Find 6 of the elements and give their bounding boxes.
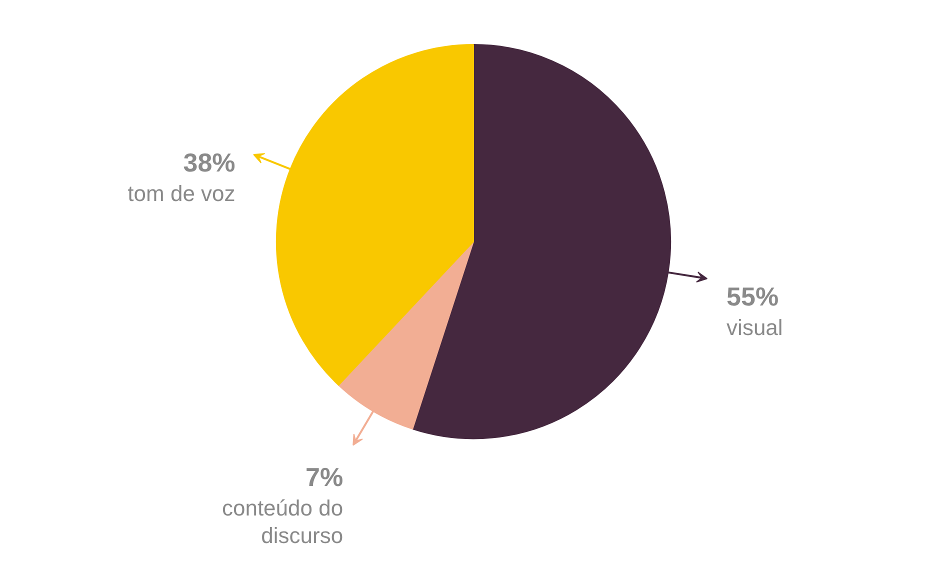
slice-label: tom de voz (128, 180, 236, 206)
slice-label: visual (726, 315, 783, 340)
slice-label: conteúdo do discurso (222, 496, 344, 548)
data-label: 38% (183, 147, 236, 178)
data-label: 55% (726, 282, 779, 312)
data-label: 7% (306, 462, 344, 492)
